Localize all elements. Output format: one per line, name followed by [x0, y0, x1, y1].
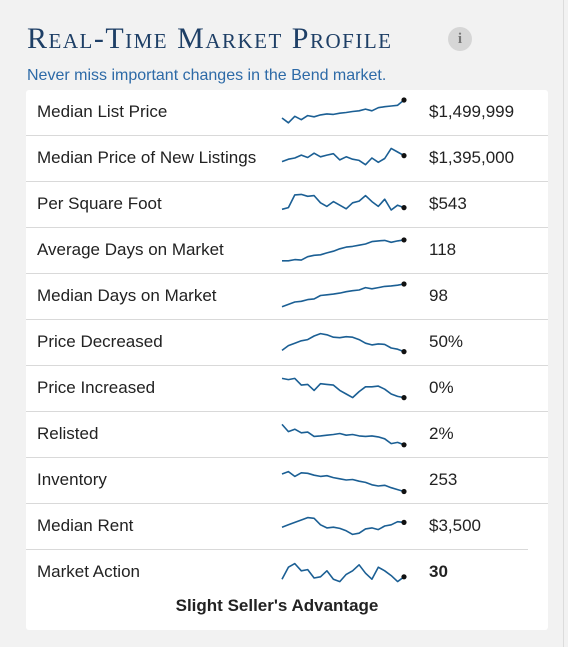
- sparkline-chart: [282, 237, 407, 262]
- row-divider: [26, 181, 548, 182]
- metric-row-market-action: Market Action 30: [26, 550, 528, 596]
- metrics-table: Slight Seller's Advantage Median List Pr…: [26, 90, 548, 630]
- metric-label: Market Action: [37, 562, 140, 581]
- row-divider: [26, 457, 548, 458]
- metric-value: 50%: [429, 332, 464, 351]
- metric-label: Median Rent: [37, 516, 134, 535]
- divider: [563, 0, 564, 647]
- metric-row-relisted: Relisted 2%: [26, 412, 548, 458]
- row-divider: [26, 319, 548, 320]
- metric-row-median-rent: Median Rent $3,500: [26, 504, 528, 550]
- sparkline-trend: [281, 423, 405, 446]
- sparkline-chart: [281, 470, 407, 495]
- sparkline-trend: [281, 283, 405, 308]
- metric-label: Median Price of New Listings: [37, 148, 257, 167]
- sparkline-chart: [281, 377, 407, 401]
- sparkline-chart: [281, 193, 407, 211]
- sparkline-trend: [281, 516, 405, 536]
- subtitle: Never miss important changes in the Bend…: [27, 67, 387, 84]
- metric-row-inventory: Inventory 253: [26, 458, 548, 504]
- metric-value: 2%: [429, 424, 454, 443]
- sparkline-chart: [281, 423, 407, 448]
- sparkline-trend: [281, 193, 405, 211]
- row-divider: [26, 411, 548, 412]
- metric-row-median-price-of-new-listings: Median Price of New Listings $1,395,000: [26, 136, 548, 182]
- sparkline-endpoint: [401, 205, 407, 211]
- metric-value: 98: [429, 286, 448, 305]
- sparkline-trend: [281, 99, 405, 124]
- sparkline-chart: [281, 516, 407, 536]
- metric-value: $1,499,999: [429, 102, 515, 121]
- sparkline-trend: [281, 147, 405, 166]
- row-divider: [26, 135, 548, 136]
- metric-label: Relisted: [37, 424, 99, 443]
- metric-value: $1,395,000: [429, 148, 515, 167]
- sparkline-endpoint: [401, 395, 407, 401]
- metric-row-median-days-on-market: Median Days on Market 98: [26, 274, 548, 320]
- sparkline-chart: [281, 97, 407, 124]
- metric-row-median-list-price: Median List Price $1,499,999: [26, 90, 548, 136]
- metric-value: 0%: [429, 378, 454, 397]
- metric-label: Average Days on Market: [37, 240, 224, 259]
- sparkline-trend: [282, 239, 405, 262]
- row-divider: [26, 273, 548, 274]
- metric-label: Price Increased: [37, 378, 156, 397]
- sparkline-endpoint: [401, 349, 407, 355]
- sparkline-endpoint: [401, 97, 407, 103]
- metric-row-average-days-on-market: Average Days on Market 118: [26, 228, 548, 274]
- sparkline-endpoint: [401, 281, 407, 287]
- sparkline-endpoint: [401, 442, 407, 448]
- metric-label: Price Decreased: [37, 332, 163, 351]
- metric-value: $543: [429, 194, 467, 213]
- sparkline-endpoint: [401, 488, 407, 495]
- metric-row-per-square-foot: Per Square Foot $543: [26, 182, 548, 228]
- metric-row-price-decreased: Price Decreased 50%: [26, 320, 548, 366]
- metric-label: Median Days on Market: [37, 286, 217, 305]
- sparkline-endpoint: [401, 574, 407, 580]
- metric-label: Inventory: [37, 470, 107, 489]
- sparkline-chart: [281, 281, 407, 308]
- sparkline-endpoint: [401, 237, 407, 243]
- sparkline-trend: [281, 332, 405, 353]
- sparkline-endpoint: [401, 153, 407, 159]
- row-divider: [26, 365, 548, 366]
- sparkline-trend: [281, 377, 405, 399]
- page-title: Real-Time Market Profile: [27, 22, 393, 55]
- sparkline-trend: [281, 470, 405, 493]
- metric-value: $3,500: [429, 516, 481, 535]
- sparkline-chart: [281, 147, 407, 166]
- metric-value: 30: [429, 562, 448, 581]
- metric-value: 253: [429, 470, 458, 489]
- row-divider: [26, 549, 528, 550]
- metric-label: Median List Price: [37, 102, 168, 121]
- market-action-rating: Slight Seller's Advantage: [175, 596, 379, 615]
- metric-label: Per Square Foot: [37, 194, 162, 213]
- row-divider: [26, 503, 548, 504]
- sparkline-chart: [281, 332, 407, 355]
- sparkline-endpoint: [401, 519, 407, 525]
- metric-value: 118: [429, 240, 457, 259]
- sparkline-trend: [281, 562, 405, 583]
- metric-row-price-increased: Price Increased 0%: [26, 366, 548, 412]
- row-divider: [26, 227, 548, 228]
- info-icon[interactable]: i: [448, 27, 472, 51]
- sparkline-chart: [281, 562, 407, 583]
